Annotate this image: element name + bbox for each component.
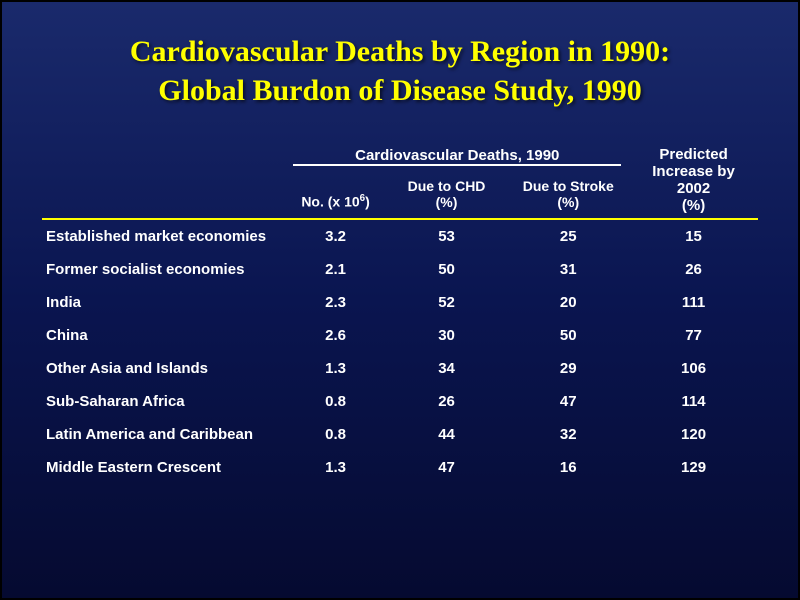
col-header-region <box>42 170 285 218</box>
col-header-stroke: Due to Stroke (%) <box>507 170 629 218</box>
cell-no: 2.1 <box>285 253 385 286</box>
predicted-l2: Increase by 2002 <box>652 163 735 197</box>
col-header-predicted: Predicted Increase by 2002 (%) <box>629 140 758 218</box>
cell-region: Former socialist economies <box>42 253 285 286</box>
table-row: China2.6305077 <box>42 319 758 352</box>
cell-chd: 30 <box>386 319 508 352</box>
cell-no: 1.3 <box>285 352 385 385</box>
cell-no: 0.8 <box>285 385 385 418</box>
cell-no: 1.3 <box>285 451 385 484</box>
group-header-label: Cardiovascular Deaths, 1990 <box>293 147 621 166</box>
cell-region: Latin America and Caribbean <box>42 418 285 451</box>
cell-predicted: 15 <box>629 219 758 253</box>
cell-no: 0.8 <box>285 418 385 451</box>
cell-stroke: 29 <box>507 352 629 385</box>
slide-title: Cardiovascular Deaths by Region in 1990:… <box>42 32 758 110</box>
col-header-chd: Due to CHD (%) <box>386 170 508 218</box>
cell-region: Other Asia and Islands <box>42 352 285 385</box>
cell-chd: 52 <box>386 286 508 319</box>
cell-stroke: 16 <box>507 451 629 484</box>
cell-stroke: 47 <box>507 385 629 418</box>
cell-region: China <box>42 319 285 352</box>
cell-predicted: 106 <box>629 352 758 385</box>
cell-region: Established market economies <box>42 219 285 253</box>
cell-stroke: 31 <box>507 253 629 286</box>
predicted-l3: (%) <box>682 197 705 214</box>
stroke-l1: Due to Stroke <box>523 178 614 194</box>
data-table: Cardiovascular Deaths, 1990 Predicted In… <box>42 140 758 484</box>
table-row: Sub-Saharan Africa0.82647114 <box>42 385 758 418</box>
cell-no: 2.6 <box>285 319 385 352</box>
cell-no: 3.2 <box>285 219 385 253</box>
cell-predicted: 120 <box>629 418 758 451</box>
cell-chd: 44 <box>386 418 508 451</box>
cell-chd: 47 <box>386 451 508 484</box>
group-header-cv-deaths: Cardiovascular Deaths, 1990 <box>285 140 629 170</box>
cell-no: 2.3 <box>285 286 385 319</box>
chd-l2: (%) <box>436 194 458 210</box>
cell-region: Sub-Saharan Africa <box>42 385 285 418</box>
no-close: ) <box>365 194 370 210</box>
cell-region: India <box>42 286 285 319</box>
table-row: Latin America and Caribbean0.84432120 <box>42 418 758 451</box>
group-header-row: Cardiovascular Deaths, 1990 Predicted In… <box>42 140 758 170</box>
title-line-1: Cardiovascular Deaths by Region in 1990: <box>130 35 670 68</box>
no-label: No. (x 10 <box>301 194 359 210</box>
cell-predicted: 129 <box>629 451 758 484</box>
table-row: Former socialist economies2.1503126 <box>42 253 758 286</box>
table-row: Other Asia and Islands1.33429106 <box>42 352 758 385</box>
slide-container: Cardiovascular Deaths by Region in 1990:… <box>2 2 798 524</box>
stroke-l2: (%) <box>557 194 579 210</box>
cell-predicted: 111 <box>629 286 758 319</box>
cell-stroke: 25 <box>507 219 629 253</box>
col-header-no: No. (x 106) <box>285 170 385 218</box>
cell-predicted: 114 <box>629 385 758 418</box>
cell-stroke: 32 <box>507 418 629 451</box>
cell-predicted: 77 <box>629 319 758 352</box>
cell-chd: 34 <box>386 352 508 385</box>
cell-predicted: 26 <box>629 253 758 286</box>
table-row: India2.35220111 <box>42 286 758 319</box>
cell-stroke: 20 <box>507 286 629 319</box>
cell-region: Middle Eastern Crescent <box>42 451 285 484</box>
cell-stroke: 50 <box>507 319 629 352</box>
cell-chd: 50 <box>386 253 508 286</box>
title-line-2: Global Burdon of Disease Study, 1990 <box>158 74 641 107</box>
table-row: Established market economies3.2532515 <box>42 219 758 253</box>
table-row: Middle Eastern Crescent1.34716129 <box>42 451 758 484</box>
chd-l1: Due to CHD <box>408 178 486 194</box>
cell-chd: 53 <box>386 219 508 253</box>
predicted-l1: Predicted <box>659 146 727 163</box>
table-body: Established market economies3.2532515For… <box>42 219 758 484</box>
cell-chd: 26 <box>386 385 508 418</box>
